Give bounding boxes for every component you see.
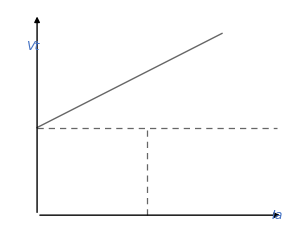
Text: Vt: Vt bbox=[26, 40, 39, 53]
Text: Ia: Ia bbox=[271, 209, 283, 222]
